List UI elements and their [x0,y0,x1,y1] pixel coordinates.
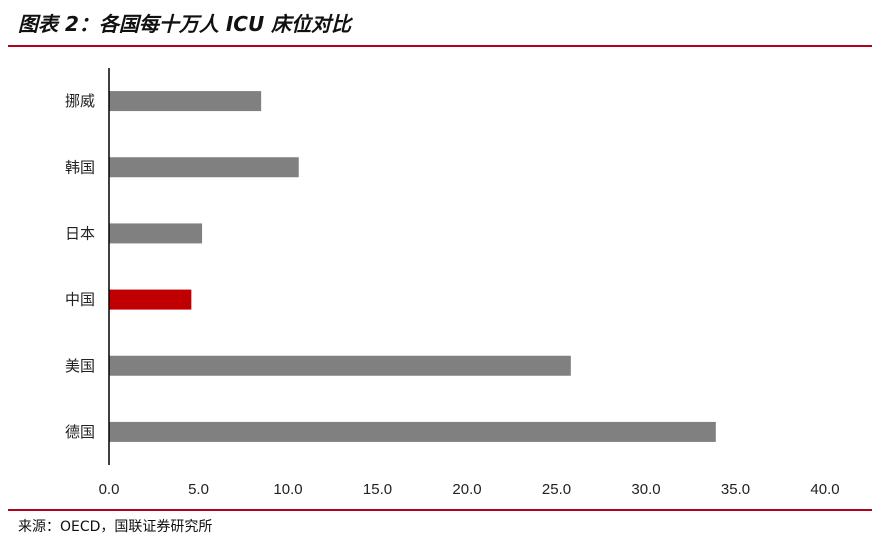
category-label: 美国 [65,357,95,375]
x-tick-label: 10.0 [273,481,302,498]
bar-1 [109,157,299,178]
category-label: 挪威 [65,92,95,110]
x-tick-label: 35.0 [721,481,750,498]
x-tick-label: 30.0 [631,481,660,498]
bar-4 [109,355,571,376]
category-label: 德国 [65,423,95,441]
figure-title: 图表 2：各国每十万人 ICU 床位对比 [18,12,352,36]
x-tick-label: 5.0 [188,481,209,498]
x-tick-label: 0.0 [99,481,120,498]
x-tick-label: 25.0 [542,481,571,498]
bar-5 [109,421,716,442]
category-label: 中国 [65,291,95,309]
category-label: 韩国 [65,158,95,176]
source-note: 来源：OECD，国联证券研究所 [18,519,213,535]
footer-rule [8,509,872,511]
x-tick-label: 40.0 [810,481,839,498]
bar-3 [109,289,192,310]
category-label: 日本 [65,224,95,242]
x-tick-label: 15.0 [363,481,392,498]
x-tick-label: 20.0 [452,481,481,498]
bar-2 [109,223,203,244]
title-rule [8,45,872,47]
bar-0 [109,91,262,112]
